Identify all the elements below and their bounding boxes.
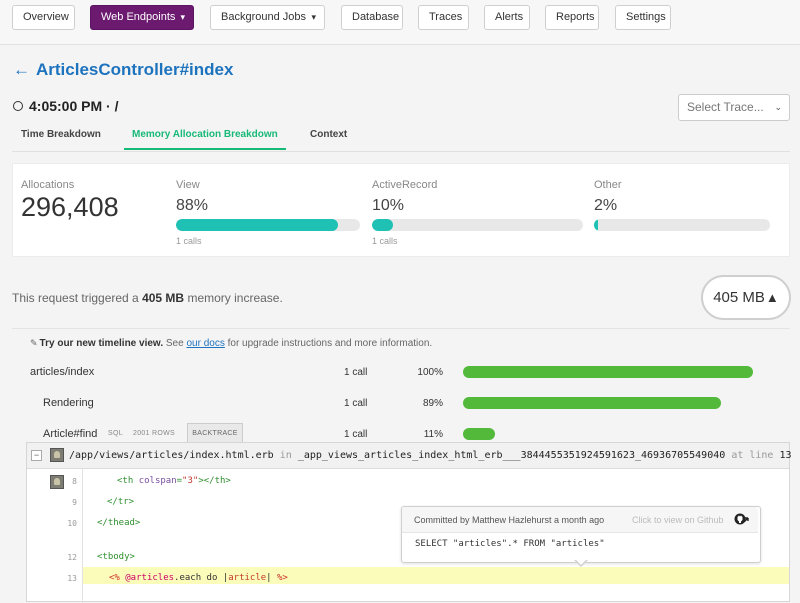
page-title: ← ArticlesController#index: [13, 60, 233, 80]
backtrace-header: − /app/views/articles/index.html.erb in …: [27, 443, 792, 469]
user-avatar-icon: [50, 448, 64, 462]
line-number: 10: [67, 519, 77, 528]
sql-query: SELECT "articles".* FROM "articles": [415, 539, 605, 549]
view-label: View: [176, 179, 200, 191]
activerecord-progress-bar: [372, 219, 583, 231]
timeline-row-calls: 1 call: [344, 367, 368, 378]
commit-info: Committed by Matthew Hazlehurst a month …: [414, 515, 605, 525]
activerecord-calls: 1 calls: [372, 236, 398, 246]
nav-database[interactable]: Database: [341, 5, 403, 30]
back-arrow-icon[interactable]: ←: [13, 60, 30, 79]
view-percent: 88%: [176, 197, 209, 214]
activerecord-percent: 10%: [372, 197, 405, 214]
select-trace-dropdown[interactable]: Select Trace... ⌄: [678, 94, 790, 121]
line-number: 12: [67, 553, 77, 562]
code-line-13: <% @articles.each do |article| %>: [109, 573, 288, 583]
commit-popover: Committed by Matthew Hazlehurst a month …: [401, 506, 761, 563]
memory-increase-text: This request triggered a 405 MB memory i…: [12, 291, 283, 305]
tab-time-breakdown[interactable]: Time Breakdown: [21, 129, 101, 140]
timeline-row-bar: [463, 397, 721, 409]
nav-settings[interactable]: Settings: [615, 5, 671, 30]
timeline-row-calls: 1 call: [344, 429, 368, 440]
tab-memory-allocation-breakdown[interactable]: Memory Allocation Breakdown: [132, 129, 278, 140]
lightbulb-icon: ✎: [30, 338, 38, 348]
popover-arrow: [575, 559, 587, 565]
view-progress-bar: [176, 219, 360, 231]
line-number: 13: [779, 450, 792, 461]
nav-overview[interactable]: Overview: [12, 5, 75, 30]
file-path[interactable]: /app/views/articles/index.html.erb: [69, 450, 274, 461]
other-progress-bar: [594, 219, 770, 231]
timeline-row-name[interactable]: Rendering: [43, 397, 94, 409]
clock-icon: [13, 101, 23, 111]
tab-context[interactable]: Context: [310, 129, 348, 140]
chevron-down-icon: ⌄: [774, 102, 782, 112]
other-percent: 2%: [594, 197, 618, 214]
breakdown-tabs: Time Breakdown Memory Allocation Breakdo…: [12, 124, 790, 152]
chevron-down-icon: ▾: [180, 12, 185, 22]
allocations-value: 296,408: [21, 192, 119, 222]
nav-web-endpoints[interactable]: Web Endpoints ▾: [90, 5, 194, 30]
nav-traces[interactable]: Traces: [418, 5, 469, 30]
memory-increase-amount: 405 MB: [142, 291, 185, 305]
timeline-row-percent: 89%: [422, 398, 443, 409]
sql-tag: SQL: [108, 430, 123, 437]
arrow-up-icon: ▲: [765, 290, 779, 305]
user-avatar-icon: [50, 475, 64, 489]
nav-reports[interactable]: Reports: [545, 5, 599, 30]
line-number: 9: [72, 498, 77, 507]
code-line-8: <th colspan="3"></th>: [117, 476, 231, 486]
method-name: _app_views_articles_index_html_erb___384…: [297, 450, 726, 461]
timeline-row-bar: [463, 366, 753, 378]
chevron-down-icon: ▾: [311, 12, 316, 22]
timeline-row-calls: 1 call: [344, 398, 368, 409]
active-tab-indicator: [124, 148, 286, 150]
code-gutter: [82, 468, 83, 603]
view-on-github-link[interactable]: Click to view on Github: [632, 515, 724, 525]
allocation-stats-card: Allocations 296,408 View 88% 1 calls Act…: [12, 163, 790, 257]
top-navigation: Overview Web Endpoints ▾ Background Jobs ▾…: [0, 0, 800, 45]
trace-time: 4:05:00 PM · /: [13, 98, 118, 114]
collapse-icon[interactable]: −: [31, 450, 42, 461]
endpoint-name: ArticlesController#index: [36, 60, 234, 79]
rows-tag: 2001 ROWS: [133, 430, 175, 437]
code-line-12: <tbody>: [97, 552, 135, 562]
backtrace-location: /app/views/articles/index.html.erb in _a…: [69, 450, 792, 461]
timeline-row-name[interactable]: Article#find: [43, 428, 98, 440]
line-number: 13: [67, 574, 77, 583]
code-line-9: </tr>: [107, 497, 135, 507]
timeline-row-percent: 11%: [423, 429, 443, 440]
allocations-label: Allocations: [21, 179, 75, 191]
code-line-10: </thead>: [97, 518, 141, 528]
section-divider: [12, 328, 790, 329]
docs-link[interactable]: our docs: [186, 338, 225, 349]
nav-alerts[interactable]: Alerts: [484, 5, 530, 30]
timeline-tip: ✎ Try our new timeline view. See our docs…: [30, 338, 433, 349]
timeline-row-bar: [463, 428, 495, 440]
line-number: 8: [72, 477, 77, 486]
backtrace-tab[interactable]: BACKTRACE: [187, 423, 243, 443]
highlighted-line: [83, 567, 789, 584]
timeline-row-percent: 100%: [417, 367, 443, 378]
other-label: Other: [594, 179, 622, 191]
view-calls: 1 calls: [176, 236, 202, 246]
nav-background-jobs[interactable]: Background Jobs ▾: [210, 5, 325, 30]
github-icon[interactable]: [733, 512, 749, 526]
memory-increase-badge: 405 MB▲: [701, 275, 791, 320]
popover-header: Committed by Matthew Hazlehurst a month …: [402, 507, 758, 533]
activerecord-label: ActiveRecord: [372, 179, 438, 191]
timeline-row-name[interactable]: articles/index: [30, 366, 95, 378]
